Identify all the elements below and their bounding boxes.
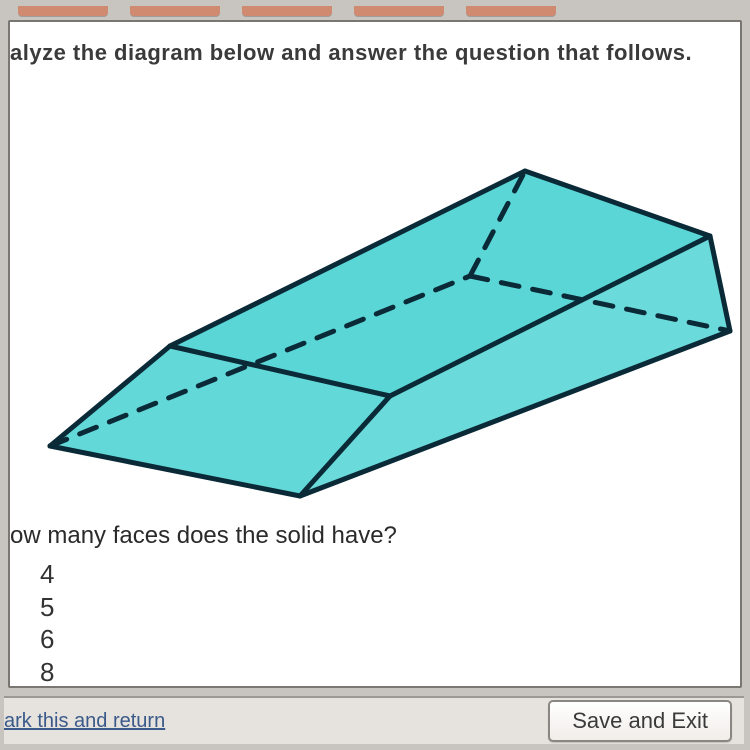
tab-stub <box>130 6 220 16</box>
option-b[interactable]: 5 <box>40 591 54 624</box>
option-c[interactable]: 6 <box>40 623 54 656</box>
option-a[interactable]: 4 <box>40 558 54 591</box>
footer-bar: ark this and return Save and Exit <box>4 696 744 744</box>
save-exit-button[interactable]: Save and Exit <box>548 700 732 742</box>
tab-stub <box>354 6 444 16</box>
tab-stub <box>18 6 108 16</box>
prism-diagram <box>10 76 740 506</box>
tab-stub <box>242 6 332 16</box>
content-card: alyze the diagram below and answer the q… <box>8 20 742 688</box>
mark-return-link[interactable]: ark this and return <box>4 710 165 733</box>
question-text: ow many faces does the solid have? <box>10 522 397 550</box>
tab-stub <box>466 6 556 16</box>
tab-strip <box>8 6 742 20</box>
option-d[interactable]: 8 <box>40 656 54 689</box>
answer-options: 4 5 6 8 <box>40 558 54 688</box>
prompt-text: alyze the diagram below and answer the q… <box>10 40 692 66</box>
